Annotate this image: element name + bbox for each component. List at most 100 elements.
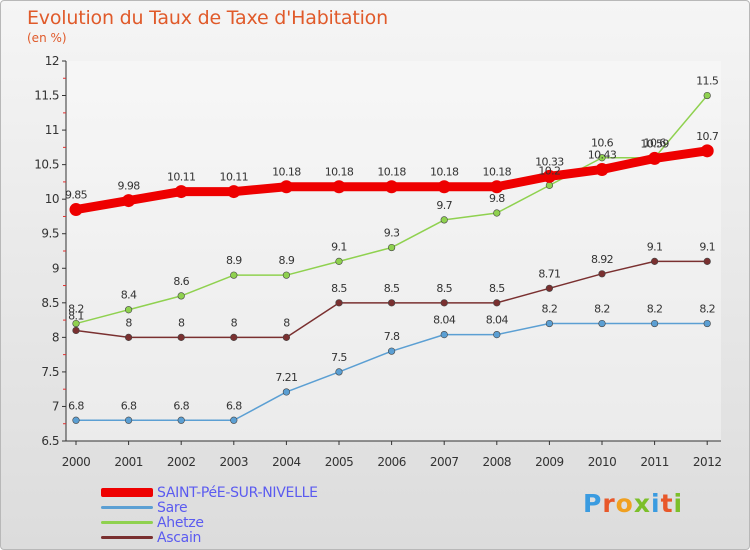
series-point-3: [335, 299, 343, 307]
series-point-0: [542, 169, 556, 183]
logo-letter: t: [660, 489, 674, 518]
data-label: 7.5: [331, 351, 347, 364]
series-point-2: [177, 292, 185, 300]
series-point-3: [598, 270, 606, 278]
data-label: 9.85: [65, 189, 88, 202]
plot-area: [66, 61, 721, 441]
series-point-1: [650, 319, 659, 328]
y-tick-label: 7.5: [41, 365, 59, 379]
data-label: 10.18: [272, 166, 301, 179]
x-tick-label: 2006: [377, 455, 406, 469]
data-label: 9.3: [384, 227, 400, 240]
series-point-3: [124, 333, 133, 341]
data-label: 8.2: [542, 303, 558, 316]
series-point-1: [72, 416, 80, 424]
data-label: 9.8: [489, 192, 505, 205]
chart-legend: SAINT-PéE-SUR-NIVELLE Sare Ahetze Ascain: [101, 484, 318, 546]
series-point-2: [545, 181, 554, 189]
legend-swatch: [101, 506, 153, 509]
series-point-3: [282, 333, 291, 341]
legend-item: SAINT-PéE-SUR-NIVELLE: [101, 484, 318, 501]
y-tick-label: 11: [45, 123, 59, 137]
data-label: 10.11: [220, 171, 249, 184]
logo-letter: o: [615, 489, 634, 518]
legend-swatch: [101, 521, 153, 524]
series-point-3: [650, 257, 659, 265]
data-label: 8.2: [699, 303, 715, 316]
data-label: 10.18: [325, 166, 354, 179]
logo-letter: x: [633, 489, 651, 518]
data-label: 6.8: [173, 399, 189, 412]
data-label: 8.2: [68, 303, 84, 316]
x-tick-label: 2009: [535, 455, 564, 469]
legend-swatch: [101, 536, 153, 539]
series-point-1: [388, 347, 396, 355]
series-point-0: [332, 180, 346, 194]
data-label: 8.5: [384, 282, 400, 295]
series-point-2: [703, 91, 711, 100]
y-tick-label: 7: [52, 399, 59, 413]
y-tick-label: 10.5: [34, 158, 59, 172]
series-point-1: [493, 331, 501, 339]
data-label: 10.59: [640, 137, 669, 150]
data-label: 8.2: [647, 303, 663, 316]
series-point-2: [440, 216, 448, 224]
logo-letter: i: [651, 489, 661, 518]
series-point-3: [388, 299, 396, 307]
y-tick-label: 8.5: [41, 296, 59, 310]
series-point-1: [124, 416, 133, 424]
data-label: 10.2: [538, 164, 560, 177]
series-point-2: [282, 271, 291, 279]
data-label: 8.9: [279, 254, 295, 267]
data-label: 7.8: [384, 330, 400, 343]
y-tick-label: 6.5: [41, 434, 59, 448]
series-point-1: [335, 368, 343, 376]
x-tick-label: 2010: [588, 455, 617, 469]
series-point-0: [700, 144, 714, 158]
series-point-3: [230, 333, 238, 341]
series-point-0: [648, 151, 662, 165]
data-label: 10.18: [377, 166, 406, 179]
data-label: 11.5: [696, 75, 719, 88]
series-point-2: [124, 306, 133, 314]
data-label: 8.04: [433, 314, 456, 327]
legend-label: SAINT-PéE-SUR-NIVELLE: [157, 484, 318, 501]
series-point-0: [174, 185, 188, 199]
x-tick-label: 2001: [114, 455, 143, 469]
legend-label: Ahetze: [157, 514, 204, 531]
series-point-1: [703, 319, 711, 328]
series-point-0: [69, 203, 83, 217]
series-point-3: [440, 299, 448, 307]
data-label: 8.71: [538, 267, 560, 280]
data-label: 6.8: [121, 399, 137, 412]
data-label: 7.21: [275, 371, 297, 384]
data-label: 10.7: [696, 130, 719, 143]
series-point-1: [545, 319, 554, 328]
legend-item: Ascain: [101, 530, 318, 546]
legend-label: Sare: [157, 499, 188, 516]
data-label: 10.33: [535, 155, 564, 168]
data-label: 8.9: [226, 254, 242, 267]
data-label: 8: [125, 316, 132, 329]
x-tick-label: 2008: [483, 455, 512, 469]
series-point-2: [493, 209, 501, 217]
y-tick-label: 9: [52, 261, 59, 275]
series-point-3: [72, 326, 80, 335]
data-label: 10.18: [483, 166, 512, 179]
data-label: 8: [283, 316, 290, 329]
data-label: 10.6: [591, 137, 614, 150]
logo-letter: r: [602, 489, 616, 518]
series-point-2: [72, 319, 80, 328]
data-label: 9.7: [436, 199, 452, 212]
data-label: 9.1: [699, 240, 715, 253]
data-label: 6.8: [68, 399, 84, 412]
proxiti-logo: Proxiti: [583, 489, 683, 518]
data-label: 8.92: [591, 253, 613, 266]
data-label: 8.4: [121, 289, 137, 302]
data-label: 6.8: [226, 399, 242, 412]
data-label: 10.43: [588, 148, 617, 161]
chart-subtitle: (en %): [27, 31, 67, 45]
series-point-0: [279, 180, 293, 194]
x-tick-label: 2003: [220, 455, 249, 469]
